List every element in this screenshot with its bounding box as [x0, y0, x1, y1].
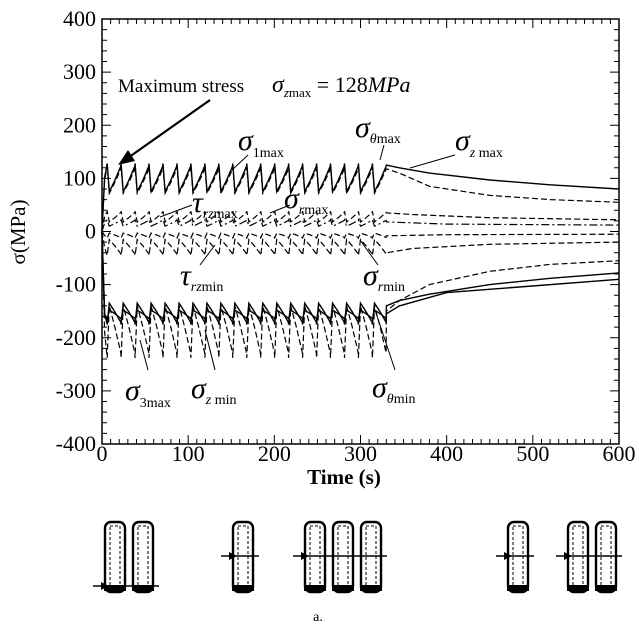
series-szmax — [101, 166, 620, 232]
specimen-outline — [566, 520, 590, 594]
specimen-base — [567, 585, 589, 591]
y-tick-label: 200 — [63, 112, 96, 137]
leader-szmax — [409, 154, 456, 169]
y-tick-label: 300 — [63, 59, 96, 84]
axis-ticks — [101, 18, 620, 445]
leader-trzmin — [199, 244, 216, 266]
specimen-diagrams — [93, 520, 622, 594]
specimen-inner — [137, 525, 149, 589]
specimen-outline — [331, 520, 355, 594]
x-tick-label: 300 — [344, 441, 377, 466]
label-stheta-min: σθmin — [372, 371, 415, 407]
specimen-diagram-4 — [496, 520, 534, 594]
leader-srmax — [269, 204, 291, 214]
y-tick-labels: 400 300 200 100 0 -100 -200 -300 -400 — [56, 6, 96, 456]
annotation-max-stress-formula: σzmax = 128MPa — [272, 72, 410, 100]
specimen-flow-arrow — [301, 552, 309, 560]
specimen-base — [332, 585, 354, 591]
specimen-base — [507, 585, 529, 591]
specimen-inner — [600, 525, 612, 589]
y-tick-label: -300 — [56, 378, 96, 403]
specimen-base — [132, 585, 154, 591]
y-tick-label: 100 — [63, 165, 96, 190]
annotation-arrow-head — [118, 150, 135, 165]
series-szmin — [101, 231, 620, 358]
specimen-outline — [231, 520, 255, 594]
label-trzmax: τrzmax — [192, 186, 238, 222]
label-s1max: σ1max — [238, 124, 284, 161]
specimen-flow-arrow — [504, 552, 512, 560]
series-group — [101, 163, 620, 358]
leader-szmin — [204, 329, 216, 371]
specimen-base — [360, 585, 382, 591]
leader-srmin — [359, 239, 379, 266]
specimen-outline — [594, 520, 618, 594]
label-trzmin: τrzmin — [180, 259, 223, 295]
series-srmax — [101, 209, 620, 232]
specimen-flow-arrow — [229, 552, 237, 560]
leader-stheta-max — [379, 144, 385, 161]
specimen-base — [232, 585, 254, 591]
specimen-inner — [512, 525, 524, 589]
specimen-diagram-3 — [293, 520, 387, 594]
figure-caption: a. — [313, 610, 323, 625]
specimen-inner — [365, 525, 377, 589]
specimen-outline — [359, 520, 383, 594]
specimen-flow-arrow — [101, 582, 109, 590]
series-srmin — [101, 231, 620, 256]
leader-lines — [139, 144, 456, 371]
leader-s3max — [139, 339, 149, 371]
series-trzmax — [101, 217, 620, 232]
x-tick-label: 0 — [97, 441, 108, 466]
annotation-arrow-shaft — [124, 99, 211, 161]
series-trzmin — [101, 231, 620, 240]
y-tick-label: -100 — [56, 272, 96, 297]
specimen-outline — [103, 520, 127, 594]
specimen-inner — [337, 525, 349, 589]
y-tick-label: 0 — [85, 219, 96, 244]
specimen-diagram-5 — [556, 520, 622, 594]
specimen-inner — [572, 525, 584, 589]
specimen-diagram-2 — [221, 520, 259, 594]
specimen-outline — [131, 520, 155, 594]
annotation-max-stress-label: Maximum stress — [118, 76, 244, 97]
x-tick-labels: 0 100 200 300 400 500 600 — [97, 441, 636, 466]
y-axis-title: σ(MPa) — [6, 200, 30, 265]
y-tick-label: -400 — [56, 431, 96, 456]
x-tick-label: 200 — [258, 441, 291, 466]
leader-trzmax — [159, 204, 193, 218]
y-tick-label: -200 — [56, 325, 96, 350]
y-tick-label: 400 — [63, 6, 96, 31]
x-tick-label: 500 — [516, 441, 549, 466]
leader-stheta-min — [374, 309, 396, 371]
specimen-base — [104, 585, 126, 591]
specimen-flow-arrow — [564, 552, 572, 560]
leader-s1max — [231, 154, 249, 171]
x-axis-title: Time (s) — [307, 465, 381, 489]
series-sthetamin — [101, 231, 620, 322]
specimen-base — [304, 585, 326, 591]
label-szmin: σz min — [191, 372, 237, 408]
specimen-base — [595, 585, 617, 591]
specimen-inner — [309, 525, 321, 589]
curve-labels: σ1max σθmax σz max τrzmax σrmax τrzmin σ… — [125, 111, 503, 411]
label-szmax: σz max — [455, 124, 503, 161]
specimen-diagram-1 — [93, 520, 159, 594]
label-srmin: σrmin — [363, 259, 405, 295]
x-tick-label: 600 — [603, 441, 636, 466]
x-tick-label: 400 — [430, 441, 463, 466]
x-tick-label: 100 — [172, 441, 205, 466]
specimen-outline — [506, 520, 530, 594]
specimen-inner — [109, 525, 121, 589]
label-s3max: σ3max — [125, 374, 171, 411]
specimen-outline — [303, 520, 327, 594]
specimen-inner — [237, 525, 249, 589]
label-stheta-max: σθmax — [355, 111, 401, 147]
